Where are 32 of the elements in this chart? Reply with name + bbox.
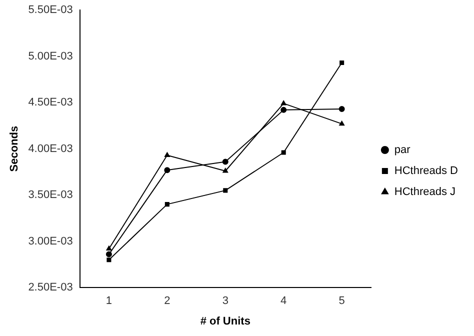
x-tick-label: 2: [164, 295, 170, 308]
x-tick-label: 4: [280, 295, 287, 308]
y-axis-title: Seconds: [8, 126, 21, 172]
point: [281, 150, 286, 155]
y-tick-label: 4.00E-03: [28, 142, 73, 155]
point: [338, 106, 345, 112]
point: [106, 251, 112, 258]
x-tick-label: 3: [222, 295, 228, 308]
legend-label: HCthreads J: [394, 186, 456, 198]
y-tick-label: 2.50E-03: [28, 282, 73, 294]
y-tick-label: 5.00E-03: [28, 50, 73, 62]
point: [280, 100, 286, 106]
y-tick-label: 5.50E-03: [28, 4, 73, 16]
point: [223, 188, 228, 193]
y-tick-label: 3.00E-03: [28, 235, 73, 248]
point: [164, 167, 170, 174]
point: [280, 106, 287, 113]
x-tick-label: 1: [106, 295, 112, 308]
point: [106, 258, 112, 262]
y-tick-label: 3.50E-03: [28, 189, 73, 202]
x-tick-label: 5: [338, 295, 345, 308]
point: [339, 120, 344, 126]
point: [164, 202, 170, 207]
point: [164, 152, 170, 158]
point: [106, 246, 112, 250]
point: [222, 168, 228, 173]
legend-label: HCthreads D: [394, 165, 458, 178]
legend-label: par: [394, 144, 411, 156]
y-tick-label: 4.50E-03: [28, 96, 73, 109]
x-axis-title: # of Units: [200, 315, 250, 328]
point: [222, 158, 228, 165]
point: [340, 60, 344, 66]
